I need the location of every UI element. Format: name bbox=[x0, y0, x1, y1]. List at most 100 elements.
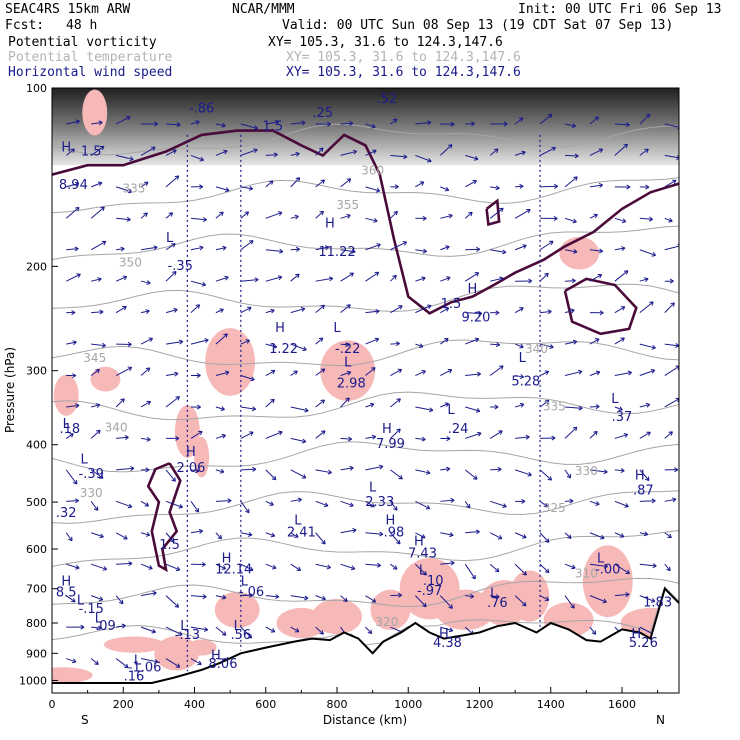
extremum-label: .09 bbox=[95, 619, 116, 634]
wind-vector bbox=[614, 500, 629, 508]
wind-vector bbox=[465, 595, 474, 598]
x-axis-title: Distance (km) bbox=[323, 713, 407, 727]
wind-vector bbox=[140, 367, 151, 376]
wind-vector bbox=[240, 594, 253, 597]
wind-vector bbox=[465, 154, 479, 160]
wind-vector-head bbox=[477, 431, 482, 437]
wind-vector bbox=[265, 343, 277, 348]
extremum-label: H bbox=[275, 321, 285, 336]
wind-vector bbox=[390, 305, 403, 314]
wind-vector-head bbox=[553, 183, 558, 189]
wind-vector-head bbox=[93, 506, 99, 511]
wind-vector bbox=[440, 626, 453, 632]
wind-vector-head bbox=[519, 307, 524, 312]
wind-vector bbox=[539, 272, 549, 282]
extremum-label: H bbox=[414, 535, 424, 550]
wind-vector bbox=[290, 343, 307, 351]
wind-vector-head bbox=[270, 628, 276, 633]
wind-vector bbox=[664, 179, 677, 188]
wind-vector bbox=[215, 308, 224, 314]
wind-vector bbox=[614, 306, 626, 314]
wind-vector-head bbox=[591, 630, 597, 635]
wind-vector-head bbox=[595, 338, 600, 343]
wind-vector-head bbox=[473, 155, 479, 161]
wind-vector bbox=[365, 595, 376, 603]
wind-vector-head bbox=[428, 407, 434, 413]
wind-vector bbox=[340, 467, 354, 471]
wind-vector-head bbox=[397, 592, 402, 598]
wind-vector bbox=[365, 563, 381, 567]
wind-vector bbox=[365, 532, 383, 535]
wind-vector bbox=[190, 217, 207, 221]
wind-vector-head bbox=[75, 206, 80, 212]
wind-vector-head bbox=[620, 337, 625, 342]
wind-vector-head bbox=[396, 539, 401, 545]
wind-vector bbox=[465, 432, 482, 439]
wind-vector-head bbox=[465, 503, 471, 509]
wind-vector-head bbox=[518, 117, 524, 122]
wind-vector-head bbox=[567, 534, 572, 539]
wind-vector-head bbox=[571, 278, 576, 284]
wind-vector bbox=[315, 399, 325, 408]
wind-vector-head bbox=[621, 246, 626, 251]
wind-vector-head bbox=[672, 497, 677, 503]
wind-vector-head bbox=[445, 245, 450, 250]
wind-vector-head bbox=[154, 121, 159, 127]
wind-vector-head bbox=[448, 627, 454, 633]
wind-vector bbox=[464, 501, 471, 509]
wind-vector bbox=[539, 240, 554, 251]
wind-vector bbox=[464, 272, 479, 282]
wind-vector-head bbox=[571, 123, 577, 128]
positive-shading bbox=[214, 591, 260, 628]
extremum-label: .24 bbox=[448, 422, 469, 437]
wind-vector-head bbox=[494, 404, 499, 410]
wind-vector bbox=[614, 143, 628, 156]
wind-vector-head bbox=[318, 337, 324, 342]
wind-vector bbox=[415, 154, 432, 162]
wind-vector bbox=[465, 180, 477, 188]
wind-vector bbox=[564, 249, 578, 253]
wind-vector-head bbox=[422, 215, 427, 221]
wind-vector-head bbox=[178, 339, 184, 345]
extremum-label: H bbox=[186, 445, 196, 460]
wind-vector-head bbox=[248, 566, 254, 572]
wind-vector-head bbox=[425, 504, 431, 510]
wind-vector-head bbox=[522, 571, 527, 576]
wind-vector-head bbox=[393, 210, 398, 216]
wind-vector-head bbox=[598, 248, 604, 254]
wind-vector bbox=[265, 121, 279, 125]
wind-vector bbox=[614, 217, 627, 223]
wind-vector-head bbox=[168, 212, 174, 217]
wind-vector bbox=[539, 595, 550, 601]
wind-vector bbox=[116, 248, 125, 251]
wind-vector bbox=[639, 113, 651, 125]
wind-vector bbox=[614, 469, 625, 472]
wind-vector bbox=[390, 211, 398, 219]
wind-vector-head bbox=[98, 596, 104, 602]
terrain-fill bbox=[52, 588, 679, 693]
wind-vector-head bbox=[326, 564, 331, 570]
wind-vector bbox=[265, 532, 275, 537]
wind-vector bbox=[564, 280, 576, 282]
wind-vector-head bbox=[497, 535, 503, 540]
wind-vector bbox=[265, 154, 278, 156]
wind-vector-head bbox=[494, 148, 499, 153]
wind-vector-head bbox=[100, 145, 105, 151]
wind-vector bbox=[116, 467, 135, 471]
wind-vector-head bbox=[350, 565, 356, 571]
wind-vector-head bbox=[225, 370, 230, 376]
wind-vector bbox=[340, 150, 357, 156]
wind-vector-head bbox=[254, 277, 259, 283]
wind-vector-head bbox=[294, 533, 299, 538]
wind-vector bbox=[539, 500, 548, 508]
theta-label: 335 bbox=[543, 399, 566, 413]
wind-vector bbox=[664, 302, 675, 313]
wind-vector bbox=[215, 371, 230, 377]
pv-contour-label: 1.5 bbox=[81, 145, 102, 160]
wind-vector-head bbox=[394, 184, 399, 190]
wind-vector-head bbox=[476, 371, 481, 377]
extremum-label: 9.20 bbox=[461, 311, 490, 326]
wind-vector bbox=[440, 403, 449, 408]
wind-vector-head bbox=[352, 528, 357, 533]
wind-vector-head bbox=[293, 370, 298, 375]
